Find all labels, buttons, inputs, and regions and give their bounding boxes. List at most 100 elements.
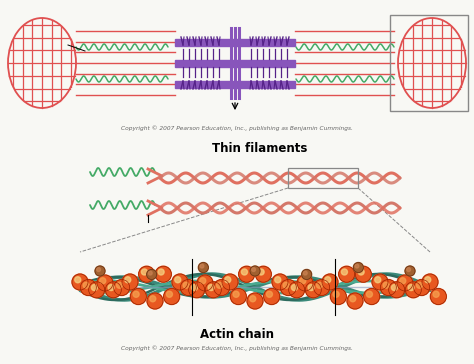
Bar [175,60,295,67]
Circle shape [400,278,406,284]
Circle shape [301,269,312,280]
Circle shape [364,289,380,305]
Circle shape [200,278,206,284]
Bar [288,168,358,188]
Circle shape [180,280,196,296]
Circle shape [375,277,381,283]
Circle shape [95,266,105,276]
Circle shape [80,280,96,296]
Circle shape [425,277,431,283]
Circle shape [397,275,413,291]
Text: Thin filaments: Thin filaments [212,142,308,154]
Circle shape [325,277,331,283]
Circle shape [422,274,438,290]
Circle shape [353,262,364,273]
Circle shape [89,282,105,298]
Circle shape [114,280,130,296]
Circle shape [392,285,398,290]
Circle shape [164,289,180,305]
Circle shape [91,285,98,290]
Circle shape [197,275,213,291]
Circle shape [148,271,152,275]
Bar [390,15,468,111]
Circle shape [208,285,214,290]
Circle shape [147,293,163,309]
Circle shape [308,285,314,290]
Circle shape [75,277,81,283]
Circle shape [283,282,289,288]
Circle shape [205,282,221,298]
Circle shape [305,282,321,298]
Circle shape [316,282,322,288]
Text: Actin chain: Actin chain [200,328,274,341]
Circle shape [405,266,415,276]
Circle shape [108,285,114,290]
Bar [175,81,295,88]
Circle shape [230,289,246,305]
Circle shape [189,282,205,298]
Circle shape [255,266,271,282]
Circle shape [350,296,356,302]
Circle shape [366,291,373,297]
Circle shape [407,268,410,272]
Circle shape [72,274,88,290]
Circle shape [125,277,131,283]
Circle shape [258,269,264,275]
Circle shape [333,291,339,297]
Text: Copyright © 2007 Pearson Education, Inc., publishing as Benjamin Cummings.: Copyright © 2007 Pearson Education, Inc.… [121,125,353,131]
Circle shape [117,282,122,288]
Circle shape [389,282,405,298]
Circle shape [330,289,346,305]
Circle shape [280,280,296,296]
Circle shape [380,280,396,296]
Circle shape [250,266,260,276]
Circle shape [414,280,429,296]
Circle shape [122,274,138,290]
Circle shape [214,280,230,296]
Circle shape [358,269,364,275]
Circle shape [146,269,157,280]
Circle shape [97,268,100,272]
Circle shape [252,268,255,272]
Circle shape [141,269,147,275]
Circle shape [430,289,447,305]
Circle shape [222,274,238,290]
Circle shape [97,275,113,291]
Circle shape [241,269,247,275]
Circle shape [83,282,89,288]
Circle shape [347,293,363,309]
Circle shape [372,274,388,290]
Circle shape [272,274,288,290]
Circle shape [405,282,421,298]
Circle shape [303,271,307,275]
Circle shape [155,266,171,282]
Circle shape [150,296,156,302]
Circle shape [250,296,256,302]
Circle shape [105,282,121,298]
Circle shape [217,282,222,288]
Circle shape [133,291,139,297]
Circle shape [275,277,281,283]
Circle shape [355,264,359,268]
Circle shape [130,289,146,305]
Circle shape [100,278,106,284]
Circle shape [338,266,355,282]
Circle shape [191,285,198,290]
Circle shape [289,282,305,298]
Circle shape [408,285,414,290]
Circle shape [233,291,239,297]
Circle shape [239,266,255,282]
Circle shape [383,282,389,288]
Circle shape [297,275,313,291]
Circle shape [322,274,338,290]
Circle shape [158,269,164,275]
Circle shape [433,291,439,297]
Circle shape [416,282,422,288]
Circle shape [264,289,280,305]
Circle shape [300,278,306,284]
Circle shape [292,285,298,290]
Circle shape [172,274,188,290]
Circle shape [341,269,347,275]
Circle shape [314,280,329,296]
Bar [175,39,295,46]
